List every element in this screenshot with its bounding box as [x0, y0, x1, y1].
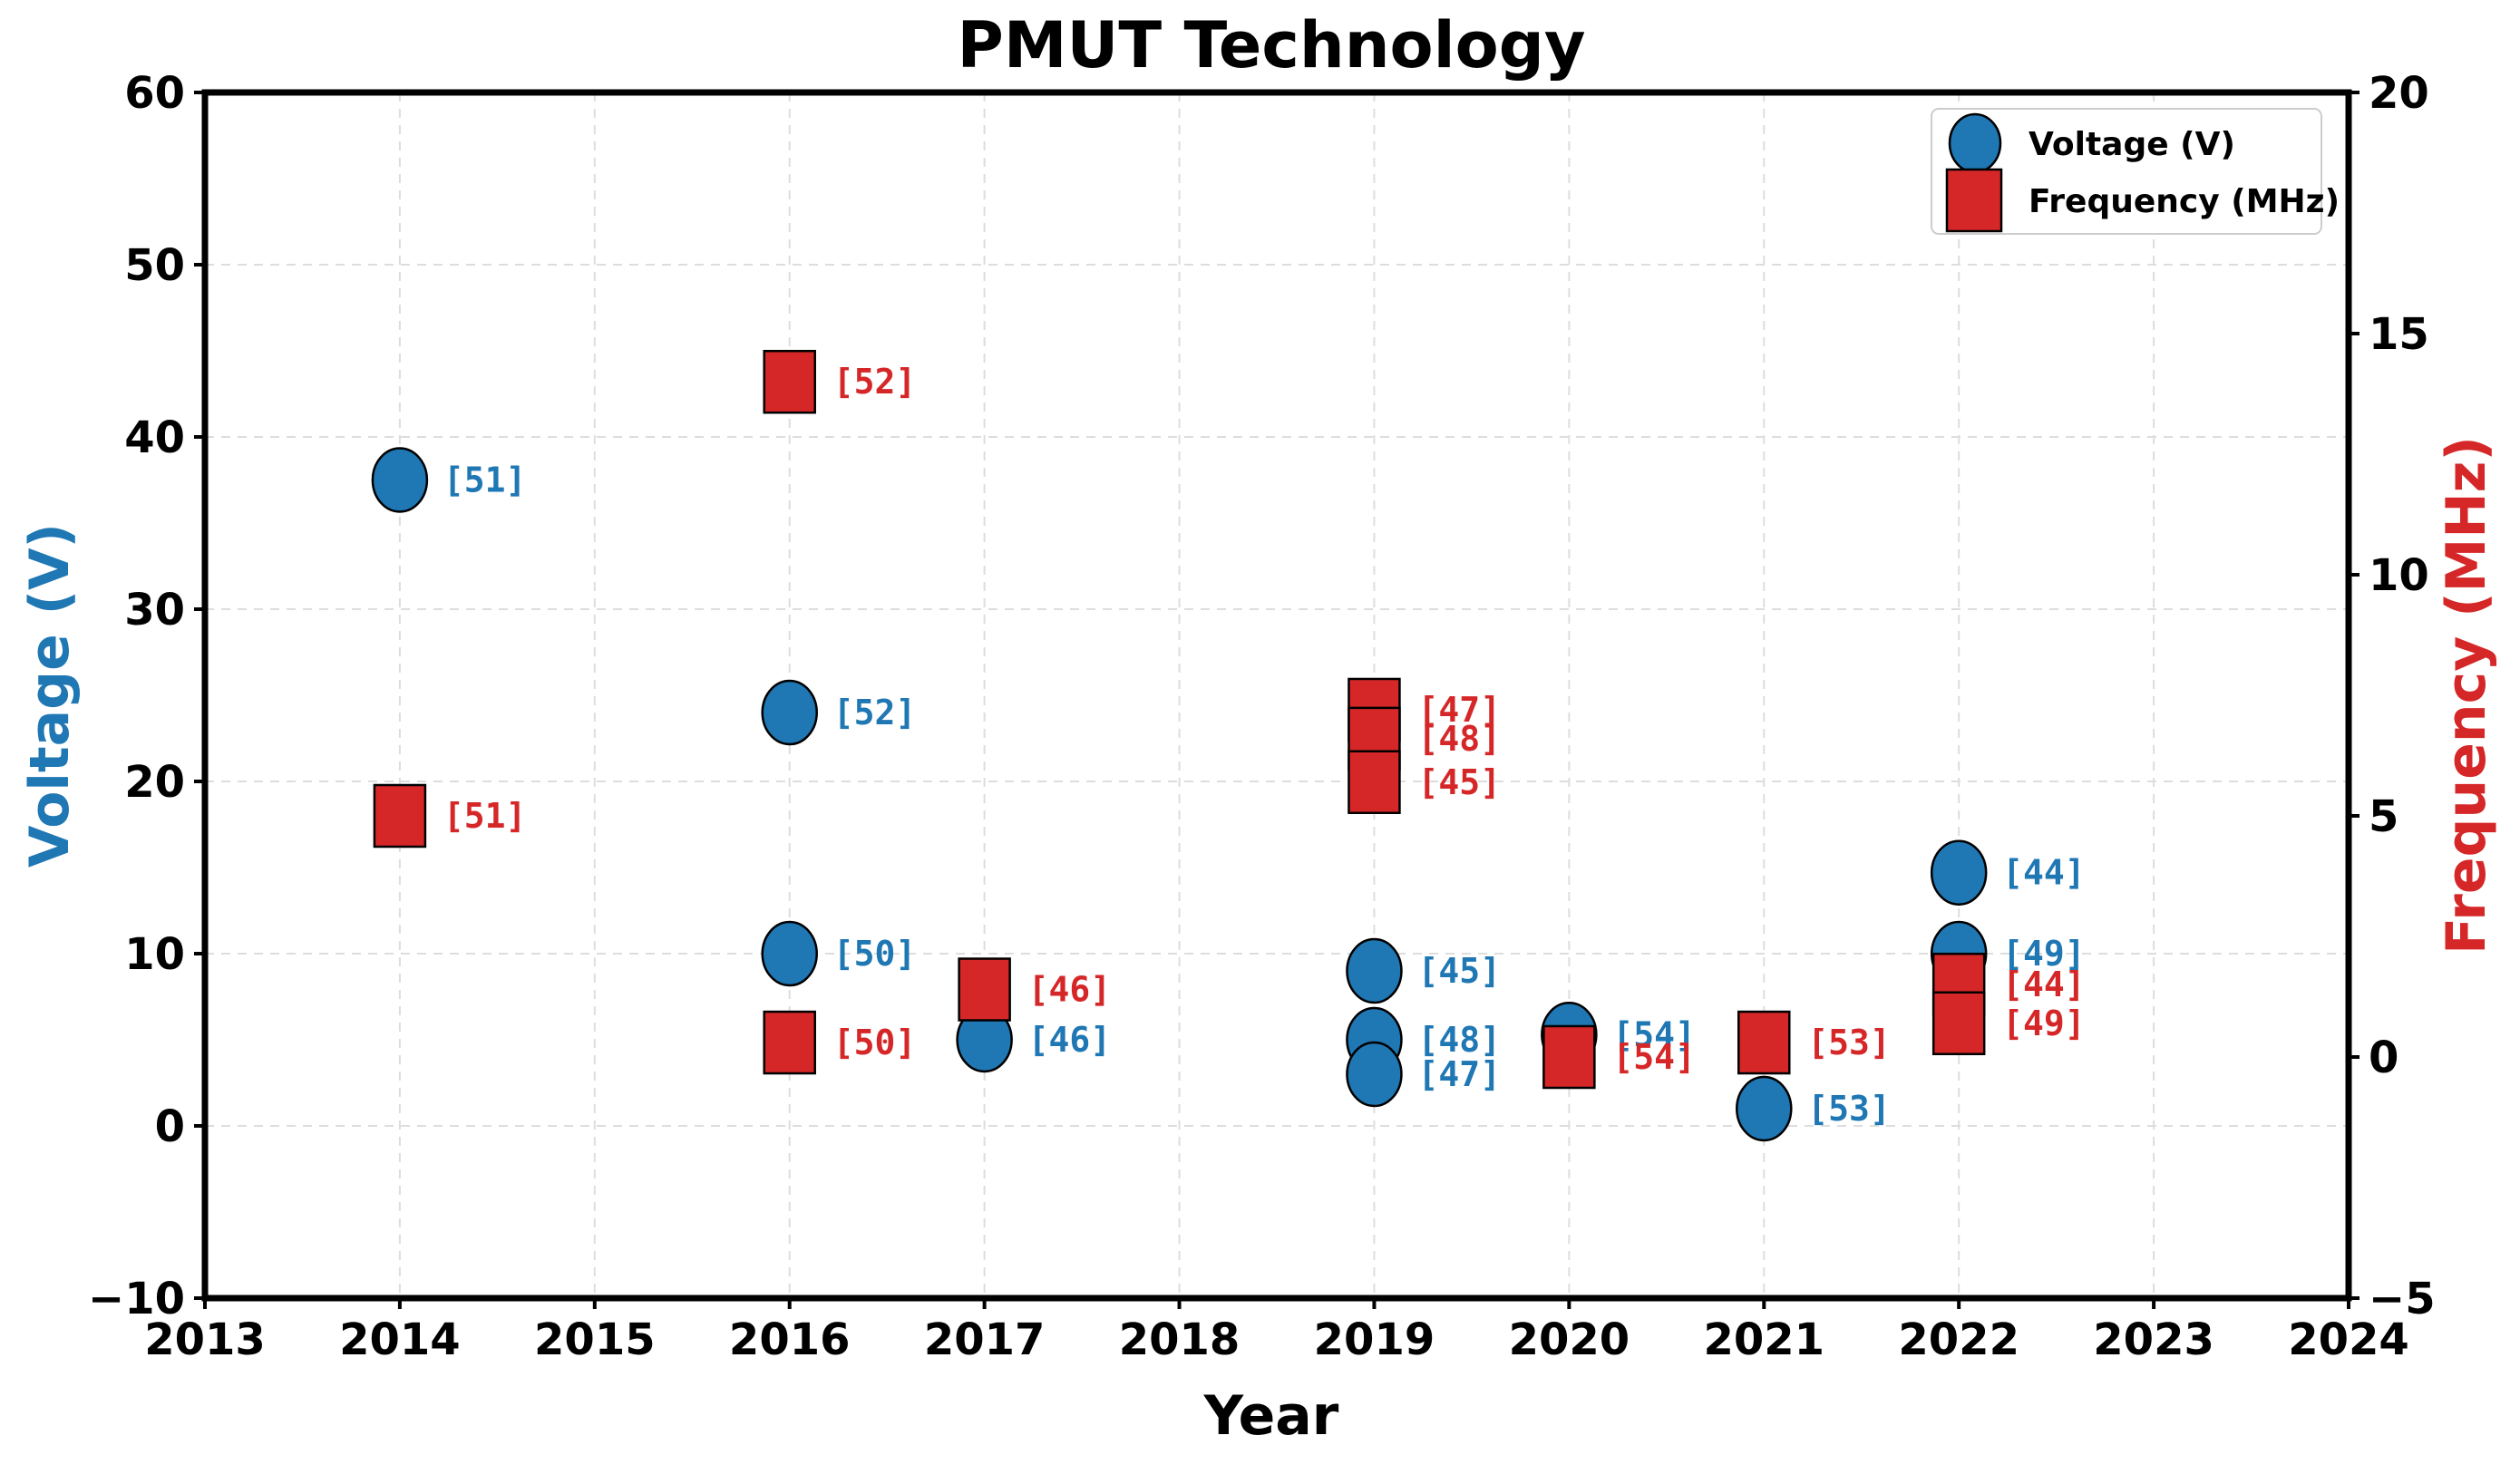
data-label: [52] — [833, 362, 917, 402]
voltage-point — [371, 447, 429, 513]
data-label: [49] — [2002, 1004, 2086, 1043]
data-label: [54] — [1612, 1014, 1696, 1054]
axis-ticks: 2013 2014 2015 2016 2017 2018 2019 2020 2021 2022… — [88, 68, 2436, 1365]
legend: Voltage (V) Frequency (MHz) — [1931, 108, 2340, 235]
y2-tick-label: 20 — [2369, 68, 2429, 119]
x-tick-label: 2016 — [729, 1314, 851, 1365]
x-tick-label: 2020 — [1509, 1314, 1630, 1365]
y-tick-label: 20 — [124, 757, 185, 808]
frequency-point — [373, 783, 427, 849]
legend-frequency-marker — [1945, 168, 2003, 233]
grid — [204, 92, 2350, 1299]
legend-voltage-label: Voltage (V) — [2029, 126, 2235, 163]
y-tick-label: −10 — [88, 1274, 185, 1324]
y-tick-label: 10 — [124, 929, 185, 980]
y2-tick-label: 0 — [2369, 1033, 2398, 1083]
y2-tick-label: 10 — [2369, 550, 2429, 601]
x-axis-label: Year — [1203, 1384, 1339, 1448]
data-label: [48] — [1417, 1020, 1501, 1060]
y2-tick-label: 15 — [2369, 309, 2429, 360]
voltage-point — [1346, 937, 1403, 1004]
data-label: [53] — [1807, 1023, 1891, 1062]
y2-tick-label: 5 — [2369, 791, 2398, 842]
data-label: [44] — [2002, 853, 2086, 893]
voltage-point — [1346, 1041, 1403, 1108]
x-tick-label: 2017 — [924, 1314, 1046, 1365]
voltage-point — [761, 920, 818, 987]
data-label: [44] — [2002, 965, 2086, 1004]
data-label: [45] — [1417, 762, 1501, 802]
data-label: [54] — [1612, 1037, 1696, 1077]
legend-voltage-marker — [1948, 112, 2002, 174]
y-tick-label: 30 — [124, 585, 185, 635]
legend-box — [1931, 108, 2322, 235]
x-tick-label: 2022 — [1898, 1314, 2019, 1365]
voltage-point — [1736, 1075, 1793, 1142]
data-label: [50] — [833, 934, 917, 974]
frequency-point — [1737, 1010, 1791, 1075]
x-tick-label: 2021 — [1703, 1314, 1824, 1365]
data-label: [51] — [443, 461, 527, 500]
frequency-point — [1931, 991, 1986, 1056]
data-label: [52] — [833, 693, 917, 732]
data-label: [53] — [1807, 1089, 1891, 1129]
y2-tick-label: −5 — [2369, 1274, 2436, 1324]
data-label: [47] — [1417, 690, 1501, 730]
x-tick-label: 2018 — [1119, 1314, 1241, 1365]
x-tick-label: 2024 — [2288, 1314, 2409, 1365]
y-tick-label: 40 — [124, 412, 185, 463]
frequency-point — [1542, 1024, 1596, 1090]
y-tick-label: 60 — [124, 68, 185, 119]
voltage-point — [761, 679, 818, 746]
frequency-point — [958, 957, 1011, 1022]
x-tick-label: 2015 — [534, 1314, 656, 1365]
y2-axis-label: Frequency (MHz) — [2435, 436, 2498, 955]
frequency-point — [763, 1010, 816, 1075]
frequency-point — [763, 349, 816, 414]
data-label: [45] — [1417, 951, 1501, 991]
data-label: [46] — [1028, 970, 1112, 1010]
data-points: [51][52][50][46][45][48][47][54][53][44]… — [371, 349, 2086, 1142]
data-label: [50] — [833, 1023, 917, 1062]
frequency-point — [1348, 750, 1401, 815]
legend-frequency-label: Frequency (MHz) — [2029, 183, 2340, 220]
y-axis-label: Voltage (V) — [18, 523, 82, 868]
x-tick-label: 2023 — [2093, 1314, 2214, 1365]
data-label: [48] — [1417, 719, 1501, 759]
plot-frame — [201, 89, 2352, 1302]
y-tick-label: 0 — [155, 1101, 185, 1152]
data-label: [46] — [1028, 1020, 1112, 1060]
y-tick-label: 50 — [124, 240, 185, 291]
x-tick-label: 2013 — [144, 1314, 266, 1365]
chart-title: PMUT Technology — [958, 8, 1586, 82]
data-label: [49] — [2002, 934, 2086, 974]
voltage-point — [1930, 839, 1988, 906]
data-label: [47] — [1417, 1054, 1501, 1094]
x-tick-label: 2014 — [339, 1314, 461, 1365]
data-label: [51] — [443, 796, 527, 836]
x-tick-label: 2019 — [1314, 1314, 1435, 1365]
